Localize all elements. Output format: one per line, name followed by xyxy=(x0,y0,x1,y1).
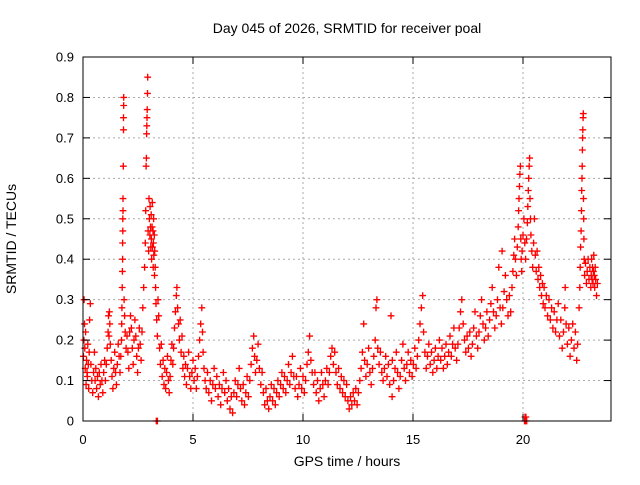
svg-text:5: 5 xyxy=(189,432,196,447)
svg-text:0.4: 0.4 xyxy=(56,252,74,267)
svg-text:15: 15 xyxy=(406,432,420,447)
svg-text:0: 0 xyxy=(67,414,74,429)
svg-text:0: 0 xyxy=(79,432,86,447)
x-axis-label: GPS time / hours xyxy=(294,453,401,469)
svg-text:0.5: 0.5 xyxy=(56,211,74,226)
svg-text:0.3: 0.3 xyxy=(56,292,74,307)
svg-text:0.9: 0.9 xyxy=(56,50,74,65)
svg-text:0.1: 0.1 xyxy=(56,373,74,388)
svg-text:0.8: 0.8 xyxy=(56,90,74,105)
chart-title: Day 045 of 2026, SRMTID for receiver poa… xyxy=(213,20,481,36)
svg-text:0.7: 0.7 xyxy=(56,130,74,145)
svg-text:0.2: 0.2 xyxy=(56,333,74,348)
svg-text:0.6: 0.6 xyxy=(56,171,74,186)
tick-labels: 0 5 10 15 20 0 0.1 0.2 0.3 0.4 0.5 0.6 0.7 0.8 0.9 xyxy=(56,50,530,448)
data-points xyxy=(80,73,601,425)
plot-border xyxy=(82,56,612,422)
svg-text:10: 10 xyxy=(296,432,310,447)
svg-text:20: 20 xyxy=(516,432,530,447)
axis-ticks xyxy=(82,56,611,422)
gridlines xyxy=(83,57,611,421)
y-axis-label: SRMTID / TECUs xyxy=(3,184,19,294)
